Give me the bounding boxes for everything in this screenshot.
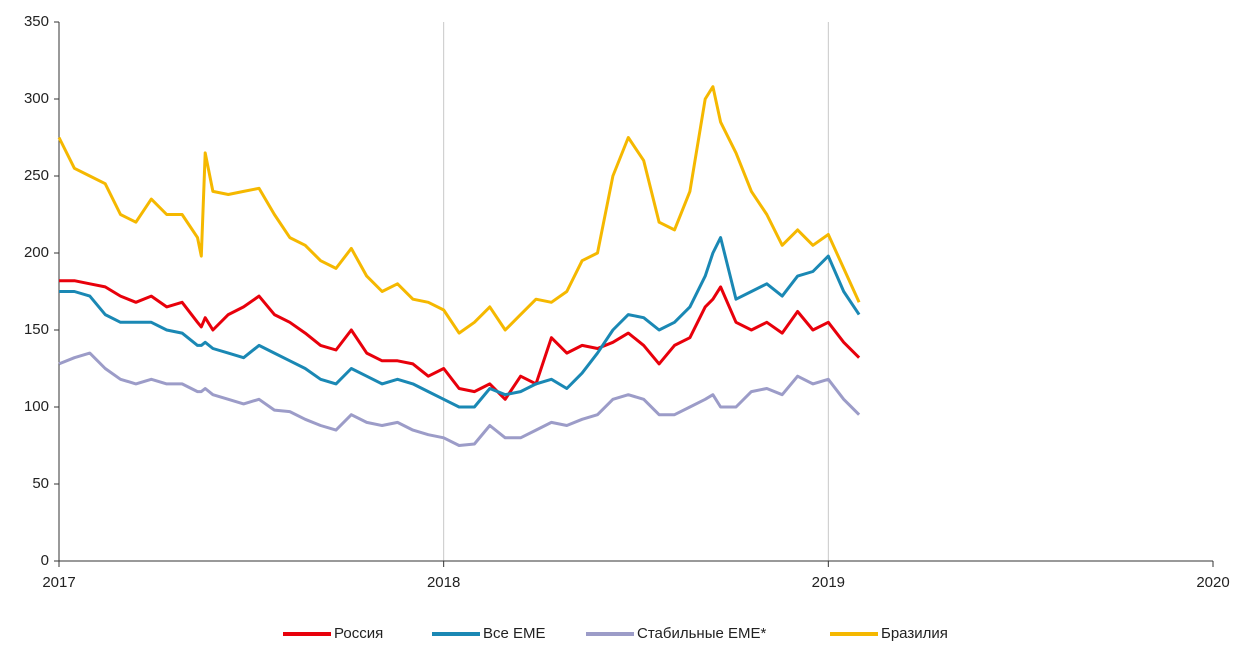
- y-tick-label: 50: [32, 475, 49, 492]
- line-series: [57, 85, 861, 335]
- y-tick-label: 150: [24, 321, 49, 338]
- line-series: [59, 279, 861, 401]
- x-tick-label: 2020: [1196, 574, 1229, 591]
- x-tick-label: 2019: [812, 574, 845, 591]
- line-series: [58, 351, 861, 447]
- legend-label: Стабильные EME*: [637, 625, 766, 642]
- y-tick-label: 0: [41, 552, 49, 569]
- legend-label: Россия: [334, 625, 383, 642]
- x-tick-label: 2018: [427, 574, 460, 591]
- y-tick-label: 300: [24, 90, 49, 107]
- x-tick-label: 2017: [42, 574, 75, 591]
- legend-label: Бразилия: [881, 625, 948, 642]
- y-tick-label: 250: [24, 167, 49, 184]
- y-tick-label: 350: [24, 13, 49, 30]
- y-tick-label: 100: [24, 398, 49, 415]
- legend-label: Все EME: [483, 625, 546, 642]
- y-tick-label: 200: [24, 244, 49, 261]
- line-series: [59, 236, 861, 409]
